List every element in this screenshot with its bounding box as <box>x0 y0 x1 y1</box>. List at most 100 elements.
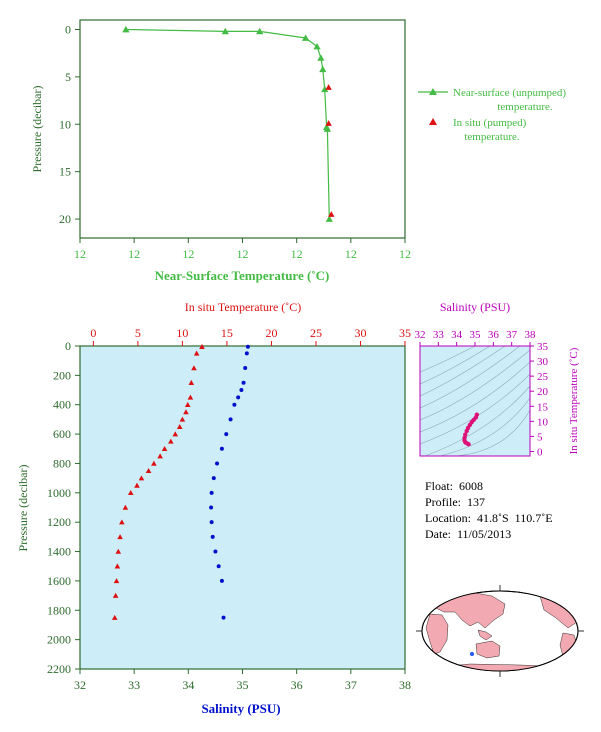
near-surface-x-tick-label: 12 <box>291 247 303 261</box>
near-surface-point <box>321 85 329 93</box>
salinity-profile-point <box>215 461 220 466</box>
near-surface-point <box>325 215 333 222</box>
ts-temperature-tick-label: 20 <box>537 386 549 398</box>
near-surface-y-tick-label: 5 <box>65 70 71 84</box>
temperature-axis-tick-label: 25 <box>310 326 322 340</box>
profile-y-tick-label: 1600 <box>47 574 71 588</box>
ts-salinity-tick-label: 38 <box>525 329 537 341</box>
near-surface-point <box>221 27 229 35</box>
near-surface-y-tick-label: 20 <box>59 212 71 226</box>
temperature-profile-point <box>134 482 140 488</box>
temperature-axis-ticks: 0 5 10 15 20 25 30 35 <box>90 326 411 346</box>
temperature-profile-point <box>122 504 129 510</box>
legend-near-surface-label: Near-surface (unpumped) <box>453 87 566 99</box>
salinity-profile-point <box>232 402 237 407</box>
salinity-profile-point <box>221 615 226 620</box>
legend-in-situ-label: In situ (pumped) <box>453 117 527 129</box>
profile-y-axis-label: Pressure (decibar) <box>16 465 30 552</box>
temperature-profile-point <box>151 460 157 466</box>
temperature-profile-point <box>179 416 186 422</box>
temperature-profile-point <box>114 563 121 569</box>
profile-y-tick-label: 800 <box>53 456 71 470</box>
near-surface-point <box>319 65 327 73</box>
near-surface-y-tick-label: 10 <box>59 117 71 131</box>
ts-density-contours <box>420 346 530 456</box>
salinity-profile-point <box>209 490 214 495</box>
profile-date: Date: 11/05/2013 <box>425 527 512 541</box>
temperature-profile-point <box>183 409 189 415</box>
temperature-profile-point <box>112 592 119 598</box>
temperature-profile-point <box>172 431 179 437</box>
near-surface-x-tick-label: 12 <box>74 247 86 261</box>
near-surface-y-tick-label: 0 <box>65 22 71 36</box>
profile-y-tick-label: 200 <box>53 368 71 382</box>
temperature-profile-point <box>157 453 163 459</box>
salinity-profile-point <box>243 366 248 371</box>
ts-temperature-ticks: 0 5 10 15 20 25 30 35 <box>530 341 549 458</box>
temperature-profile-point <box>176 423 183 429</box>
temperature-axis-tick-label: 30 <box>354 326 366 340</box>
profile-y-tick-label: 1800 <box>47 603 71 617</box>
temperature-profile-point <box>168 438 174 444</box>
ts-salinity-tick-label: 33 <box>433 329 445 341</box>
salinity-profile-point <box>211 476 216 481</box>
float-location-marker <box>470 652 474 656</box>
near-surface-point <box>323 125 331 132</box>
salinity-axis-tick-label: 35 <box>237 678 249 692</box>
world-map <box>416 585 584 677</box>
profile-number: Profile: 137 <box>425 495 485 509</box>
temperature-profile-point <box>113 578 120 584</box>
salinity-axis-tick-label: 36 <box>291 678 303 692</box>
salinity-axis-tick-label: 34 <box>182 678 194 692</box>
near-surface-y-ticks: 0 5 10 15 20 <box>59 22 80 226</box>
temperature-axis-tick-label: 15 <box>221 326 233 340</box>
near-surface-x-tick-label: 12 <box>399 247 411 261</box>
in-situ-series-markers <box>325 84 335 217</box>
profile-y-tick-label: 600 <box>53 427 71 441</box>
eurasia <box>431 591 506 629</box>
profile-plot-area <box>79 345 406 670</box>
temperature-profile-markers <box>111 343 205 620</box>
ts-point <box>463 432 468 437</box>
near-surface-chart: 0 5 10 15 20 12 12 12 12 12 12 12 Pressure (deciba… <box>30 19 566 283</box>
salinity-profile-point <box>239 388 244 393</box>
near-surface-legend: Near-surface (unpumped) temperature. In … <box>418 87 566 143</box>
float-number: Float: 6008 <box>425 479 484 493</box>
temperature-profile-point <box>191 365 197 371</box>
salinity-axis-tick-label: 38 <box>399 678 411 692</box>
near-surface-point <box>317 54 325 61</box>
ts-temperature-tick-label: 0 <box>537 446 543 458</box>
temperature-axis-tick-label: 0 <box>90 326 96 340</box>
ts-x-axis-label: Salinity (PSU) <box>440 300 510 314</box>
profile-y-ticks: 0 200 400 600 800 1000 1200 1400 1600 1800 2000 220… <box>47 339 80 676</box>
ts-plot-area <box>420 346 530 456</box>
ts-diagram: 32 33 34 35 36 37 38 0 5 10 15 20 25 30 35 Salinity (… <box>415 300 581 458</box>
near-surface-x-ticks: 12 12 12 12 12 12 12 <box>74 238 411 261</box>
ts-temperature-tick-label: 5 <box>537 431 543 443</box>
salinity-profile-markers <box>209 344 250 620</box>
temperature-profile-point <box>161 445 168 452</box>
ts-y-axis-label: In situ Temperature (˚C) <box>568 347 580 454</box>
in-situ-point <box>325 84 332 90</box>
in-situ-point <box>325 120 332 126</box>
salinity-profile-point <box>228 417 233 422</box>
temperature-profile-point <box>115 548 122 554</box>
salinity-axis-tick-label: 33 <box>128 678 140 692</box>
temperature-axis-label: In situ Temperature (˚C) <box>185 300 302 314</box>
legend-near-surface-marker <box>429 88 437 95</box>
ts-point <box>474 412 480 417</box>
profile-y-tick-label: 0 <box>65 339 71 353</box>
near-surface-x-tick-label: 12 <box>345 247 357 261</box>
near-surface-x-tick-label: 12 <box>128 247 140 261</box>
salinity-profile-point <box>241 380 246 385</box>
temperature-profile-point <box>187 394 194 400</box>
float-location: Location: 41.8˚S 110.7˚E <box>425 511 553 525</box>
salinity-profile-point <box>219 446 224 451</box>
near-surface-y-tick-label: 15 <box>59 165 71 179</box>
africa <box>425 613 449 655</box>
near-surface-point <box>122 25 130 33</box>
ts-temperature-tick-label: 25 <box>537 371 549 383</box>
near-surface-point <box>256 27 264 35</box>
australia <box>475 640 501 659</box>
legend-in-situ-marker <box>429 118 437 125</box>
